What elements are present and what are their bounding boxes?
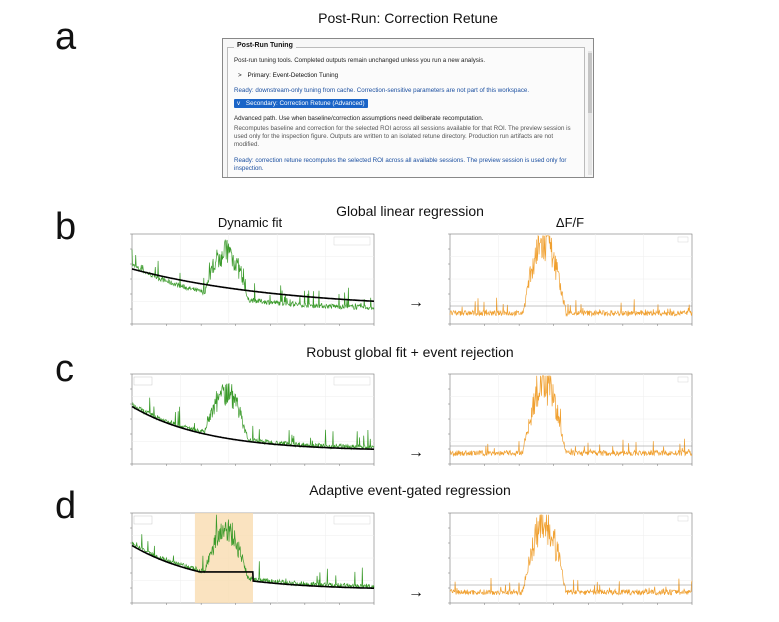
secondary-status-text: Ready: correction retune recomputes the … [234,157,567,172]
tree-item-secondary[interactable]: v Secondary: Correction Retune (Advanced… [234,99,368,108]
primary-status-text: Ready: downstream-only tuning from cache… [234,87,530,94]
advanced-note-text: Advanced path. Use when baseline/correct… [234,115,484,122]
tree-item-primary[interactable]: > Primary: Event-Detection Tuning [238,72,338,79]
event-gate-shade [194,513,253,603]
post-run-tuning-window: Post-Run Tuning Post-run tuning tools. C… [222,38,594,178]
group-title: Post-Run Tuning [234,42,296,49]
legend-box [677,376,689,383]
panel-letter-b: b [55,206,77,248]
chevron-down-icon: v [237,100,241,107]
legend-box [677,515,689,522]
baseline-arrow-d: → [408,584,424,601]
tree-item-secondary-label: Secondary: Correction Retune (Advanced) [245,100,365,107]
panel-b-title: Global linear regression [336,203,484,219]
dff-plot-c [448,373,693,466]
dff-trace [449,375,693,458]
dff-trace [449,234,693,318]
fit-trace [131,544,374,589]
fit-trace [131,268,374,302]
baseline-arrow-b: → [408,294,424,311]
panel-letter-d: d [55,485,77,527]
dynamic-fit-plot-c [130,373,375,466]
fit-trace [131,405,374,450]
info-box [133,376,153,386]
dff-plot-d [448,512,693,605]
panel-c-title: Robust global fit + event rejection [306,344,514,360]
legend-box [677,236,689,243]
dynamic-fit-plot-d [130,512,375,605]
panel-letter-a: a [55,16,77,58]
baseline-arrow-c: → [408,444,424,461]
dynamic-fit-column-title: Dynamic fit [217,215,283,230]
chevron-right-icon: > [238,72,242,79]
signal-trace [131,239,375,310]
vertical-scrollbar[interactable] [588,51,592,175]
panel-letter-c: c [55,348,74,390]
dff-column-title: ΔF/F [555,215,585,230]
dff-trace [449,514,693,596]
tree-item-primary-label: Primary: Event-Detection Tuning [247,72,339,79]
info-box [133,515,153,525]
dff-plot-b [448,233,693,326]
post-run-tuning-group: Post-Run Tuning Post-run tuning tools. C… [227,42,585,177]
scrollbar-thumb[interactable] [588,53,592,113]
description-text: Recomputes baseline and correction for t… [234,125,571,148]
dynamic-fit-plot-b [130,233,375,326]
legend-box [333,236,371,246]
legend-box [333,515,371,525]
legend-box [333,376,371,386]
intro-text: Post-run tuning tools. Completed outputs… [234,57,486,64]
panel-a-title: Post-Run: Correction Retune [318,10,498,26]
panel-d-title: Adaptive event-gated regression [309,482,511,498]
